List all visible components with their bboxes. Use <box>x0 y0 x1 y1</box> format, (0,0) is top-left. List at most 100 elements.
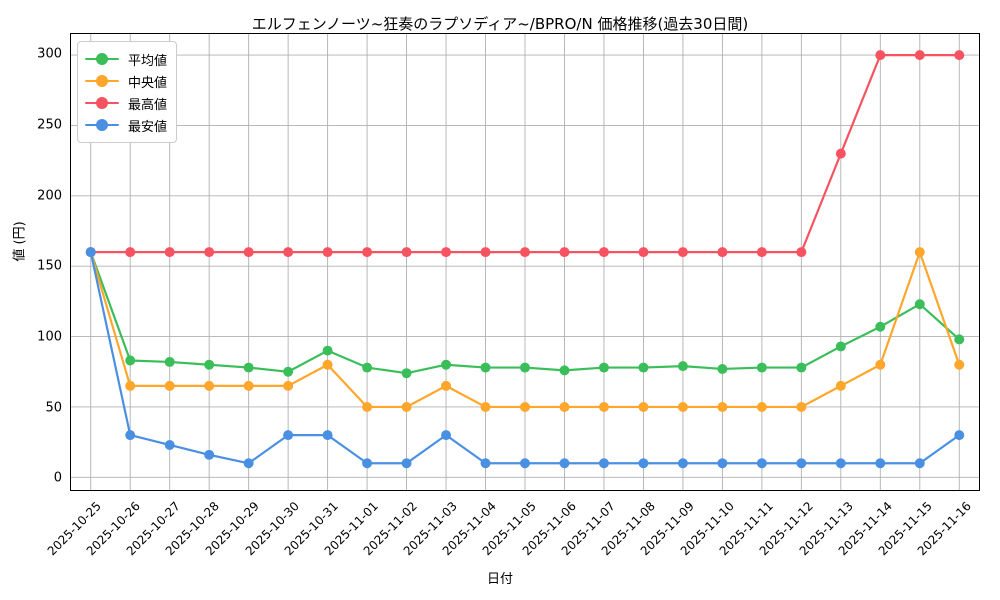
data-point <box>322 247 333 258</box>
y-tick-label: 200 <box>37 188 62 204</box>
data-point <box>756 401 767 412</box>
data-point <box>598 458 609 469</box>
y-tick-label: 0 <box>53 470 62 486</box>
y-tick-label: 250 <box>37 117 62 133</box>
data-point <box>283 380 294 391</box>
y-tick-label: 150 <box>37 258 62 274</box>
y-axis-tick-labels: 0 50 100 150 200 250 300 <box>0 33 62 491</box>
data-point <box>441 430 452 441</box>
data-point <box>441 247 452 258</box>
data-point <box>875 50 886 61</box>
legend-label: 最高値 <box>128 97 168 113</box>
data-point <box>480 247 491 258</box>
series-line-3 <box>89 251 961 465</box>
data-point <box>638 401 649 412</box>
data-point <box>756 458 767 469</box>
data-point <box>164 247 175 258</box>
data-point <box>85 247 96 258</box>
data-point <box>677 247 688 258</box>
x-axis-label: 日付 <box>486 572 513 587</box>
data-point <box>164 356 175 367</box>
data-point <box>796 401 807 412</box>
legend-item-2[interactable]: 最高値 <box>85 92 167 114</box>
legend-item-1[interactable]: 中央値 <box>85 70 167 92</box>
legend-label: 中央値 <box>128 75 168 91</box>
series-line-1 <box>89 251 961 409</box>
y-tick-label: 300 <box>37 46 62 62</box>
chart-legend: 平均値中央値最高値最安値 <box>77 41 178 143</box>
legend-label: 最安値 <box>128 119 168 135</box>
data-point <box>914 458 925 469</box>
data-point <box>717 458 728 469</box>
data-point <box>362 362 373 373</box>
legend-swatch-icon <box>85 118 119 132</box>
data-point <box>283 430 294 441</box>
data-point <box>520 401 530 412</box>
data-point <box>638 362 649 373</box>
data-point <box>598 401 609 412</box>
data-point <box>756 362 767 373</box>
data-point <box>954 334 965 345</box>
data-point <box>520 247 530 258</box>
data-point <box>954 50 965 61</box>
data-point <box>835 458 846 469</box>
data-point <box>125 355 136 366</box>
data-point <box>322 345 333 356</box>
data-point <box>362 458 373 469</box>
legend-swatch-icon <box>85 52 119 66</box>
data-point <box>717 363 728 374</box>
data-point <box>204 359 215 370</box>
data-point <box>598 362 609 373</box>
data-point <box>559 458 570 469</box>
data-point <box>875 359 886 370</box>
data-point <box>835 380 846 391</box>
data-point <box>322 430 333 441</box>
series-line-0 <box>89 251 961 375</box>
data-point <box>796 362 807 373</box>
data-point <box>401 368 412 379</box>
data-point <box>362 401 373 412</box>
data-point <box>520 362 530 373</box>
data-point <box>401 458 412 469</box>
data-point <box>283 247 294 258</box>
series-line-2 <box>89 54 961 254</box>
data-point <box>914 247 925 258</box>
data-point <box>875 321 886 332</box>
data-point <box>401 401 412 412</box>
data-point <box>283 366 294 377</box>
data-point <box>796 247 807 258</box>
data-point <box>598 247 609 258</box>
data-point <box>677 458 688 469</box>
legend-item-0[interactable]: 平均値 <box>85 48 167 70</box>
data-point <box>243 362 254 373</box>
data-point <box>243 458 254 469</box>
data-point <box>954 430 965 441</box>
data-point <box>480 458 491 469</box>
data-point <box>756 247 767 258</box>
data-point <box>204 380 215 391</box>
data-point <box>204 247 215 258</box>
legend-label: 平均値 <box>128 53 168 69</box>
legend-swatch-icon <box>85 74 119 88</box>
legend-item-3[interactable]: 最安値 <box>85 114 167 136</box>
data-point <box>362 247 373 258</box>
data-point <box>559 401 570 412</box>
data-point <box>441 380 452 391</box>
data-point <box>914 299 925 310</box>
data-point <box>835 148 846 159</box>
data-point <box>835 341 846 352</box>
data-point <box>243 247 254 258</box>
y-tick-label: 100 <box>37 329 62 345</box>
data-point <box>914 50 925 61</box>
data-point <box>164 439 175 450</box>
data-point <box>480 401 491 412</box>
data-point <box>796 458 807 469</box>
data-point <box>717 401 728 412</box>
chart-title: エルフェンノーツ~狂奏のラプソディア~/BPRO/N 価格推移(過去30日間) <box>251 15 749 33</box>
data-point <box>638 247 649 258</box>
data-point <box>717 247 728 258</box>
data-point <box>125 380 136 391</box>
data-point <box>559 247 570 258</box>
data-point <box>401 247 412 258</box>
